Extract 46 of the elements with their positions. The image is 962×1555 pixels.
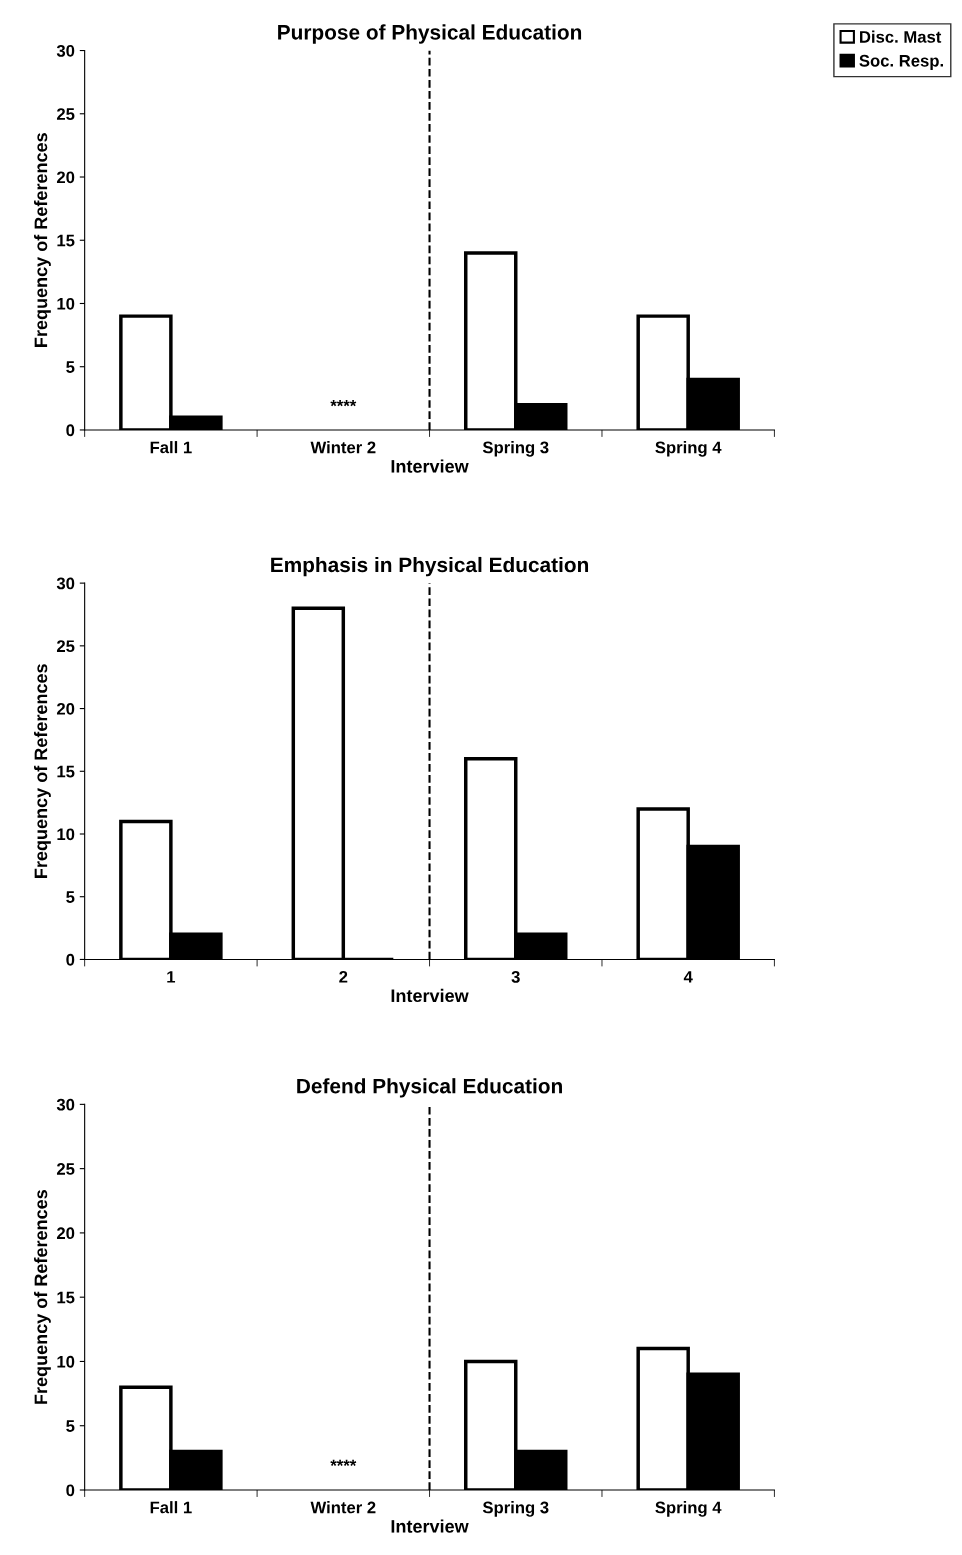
y-tick-label: 30: [56, 577, 75, 590]
x-tick-label: 4: [683, 971, 693, 983]
y-tick-label: 20: [56, 171, 75, 184]
chart-title: Defend Physical Education: [297, 1078, 562, 1098]
x-tick-label: Spring 3: [482, 441, 549, 457]
y-tick-label: 15: [57, 1291, 75, 1304]
y-tick-label: 0: [66, 1484, 75, 1497]
x-tick-label: Fall 1: [150, 441, 192, 454]
y-tick-label: 0: [66, 953, 75, 966]
x-tick-label: 3: [511, 970, 520, 983]
x-axis-title: Interview: [391, 1519, 469, 1533]
annotation: ****: [330, 1459, 357, 1466]
y-tick-label: 20: [56, 1227, 75, 1240]
y-tick-label: 0: [66, 424, 75, 437]
y-tick-label: 15: [57, 234, 75, 247]
legend-label: Disc. Mast: [860, 30, 942, 43]
x-tick-label: Spring 3: [482, 1501, 549, 1517]
x-tick-label: Fall 1: [150, 1501, 192, 1514]
y-tick-label: 25: [56, 640, 75, 653]
annotation: ****: [330, 400, 357, 407]
x-axis-title: Interview: [391, 459, 469, 473]
y-tick-label: 15: [57, 765, 75, 778]
y-axis-title: Frequency of References: [34, 1190, 51, 1404]
x-axis-title: Interview: [391, 988, 469, 1003]
x-tick-label: Winter 2: [310, 1501, 376, 1514]
y-tick-label: 10: [57, 828, 75, 841]
x-tick-label: 1: [167, 971, 176, 983]
chart-title: Purpose of Physical Education: [278, 24, 582, 44]
y-tick-label: 25: [56, 108, 75, 120]
y-tick-label: 25: [56, 1163, 75, 1175]
chart-title: Emphasis in Physical Education: [271, 556, 589, 577]
y-tick-label: 5: [66, 891, 75, 903]
x-tick-label: Winter 2: [310, 441, 376, 454]
x-tick-label: 2: [339, 970, 348, 983]
y-tick-label: 30: [56, 1098, 75, 1111]
y-axis-title: Frequency of References: [34, 664, 51, 878]
y-tick-label: 20: [56, 702, 75, 715]
y-tick-label: 30: [56, 44, 75, 57]
x-tick-label: Spring 4: [655, 1501, 722, 1517]
y-axis-title: Frequency of References: [34, 133, 51, 347]
y-tick-label: 10: [57, 297, 75, 310]
y-tick-label: 10: [57, 1355, 75, 1368]
y-tick-label: 5: [66, 1420, 75, 1432]
legend-label: Soc. Resp.: [859, 54, 943, 70]
x-tick-label: Spring 4: [655, 441, 722, 457]
y-tick-label: 5: [66, 361, 75, 373]
